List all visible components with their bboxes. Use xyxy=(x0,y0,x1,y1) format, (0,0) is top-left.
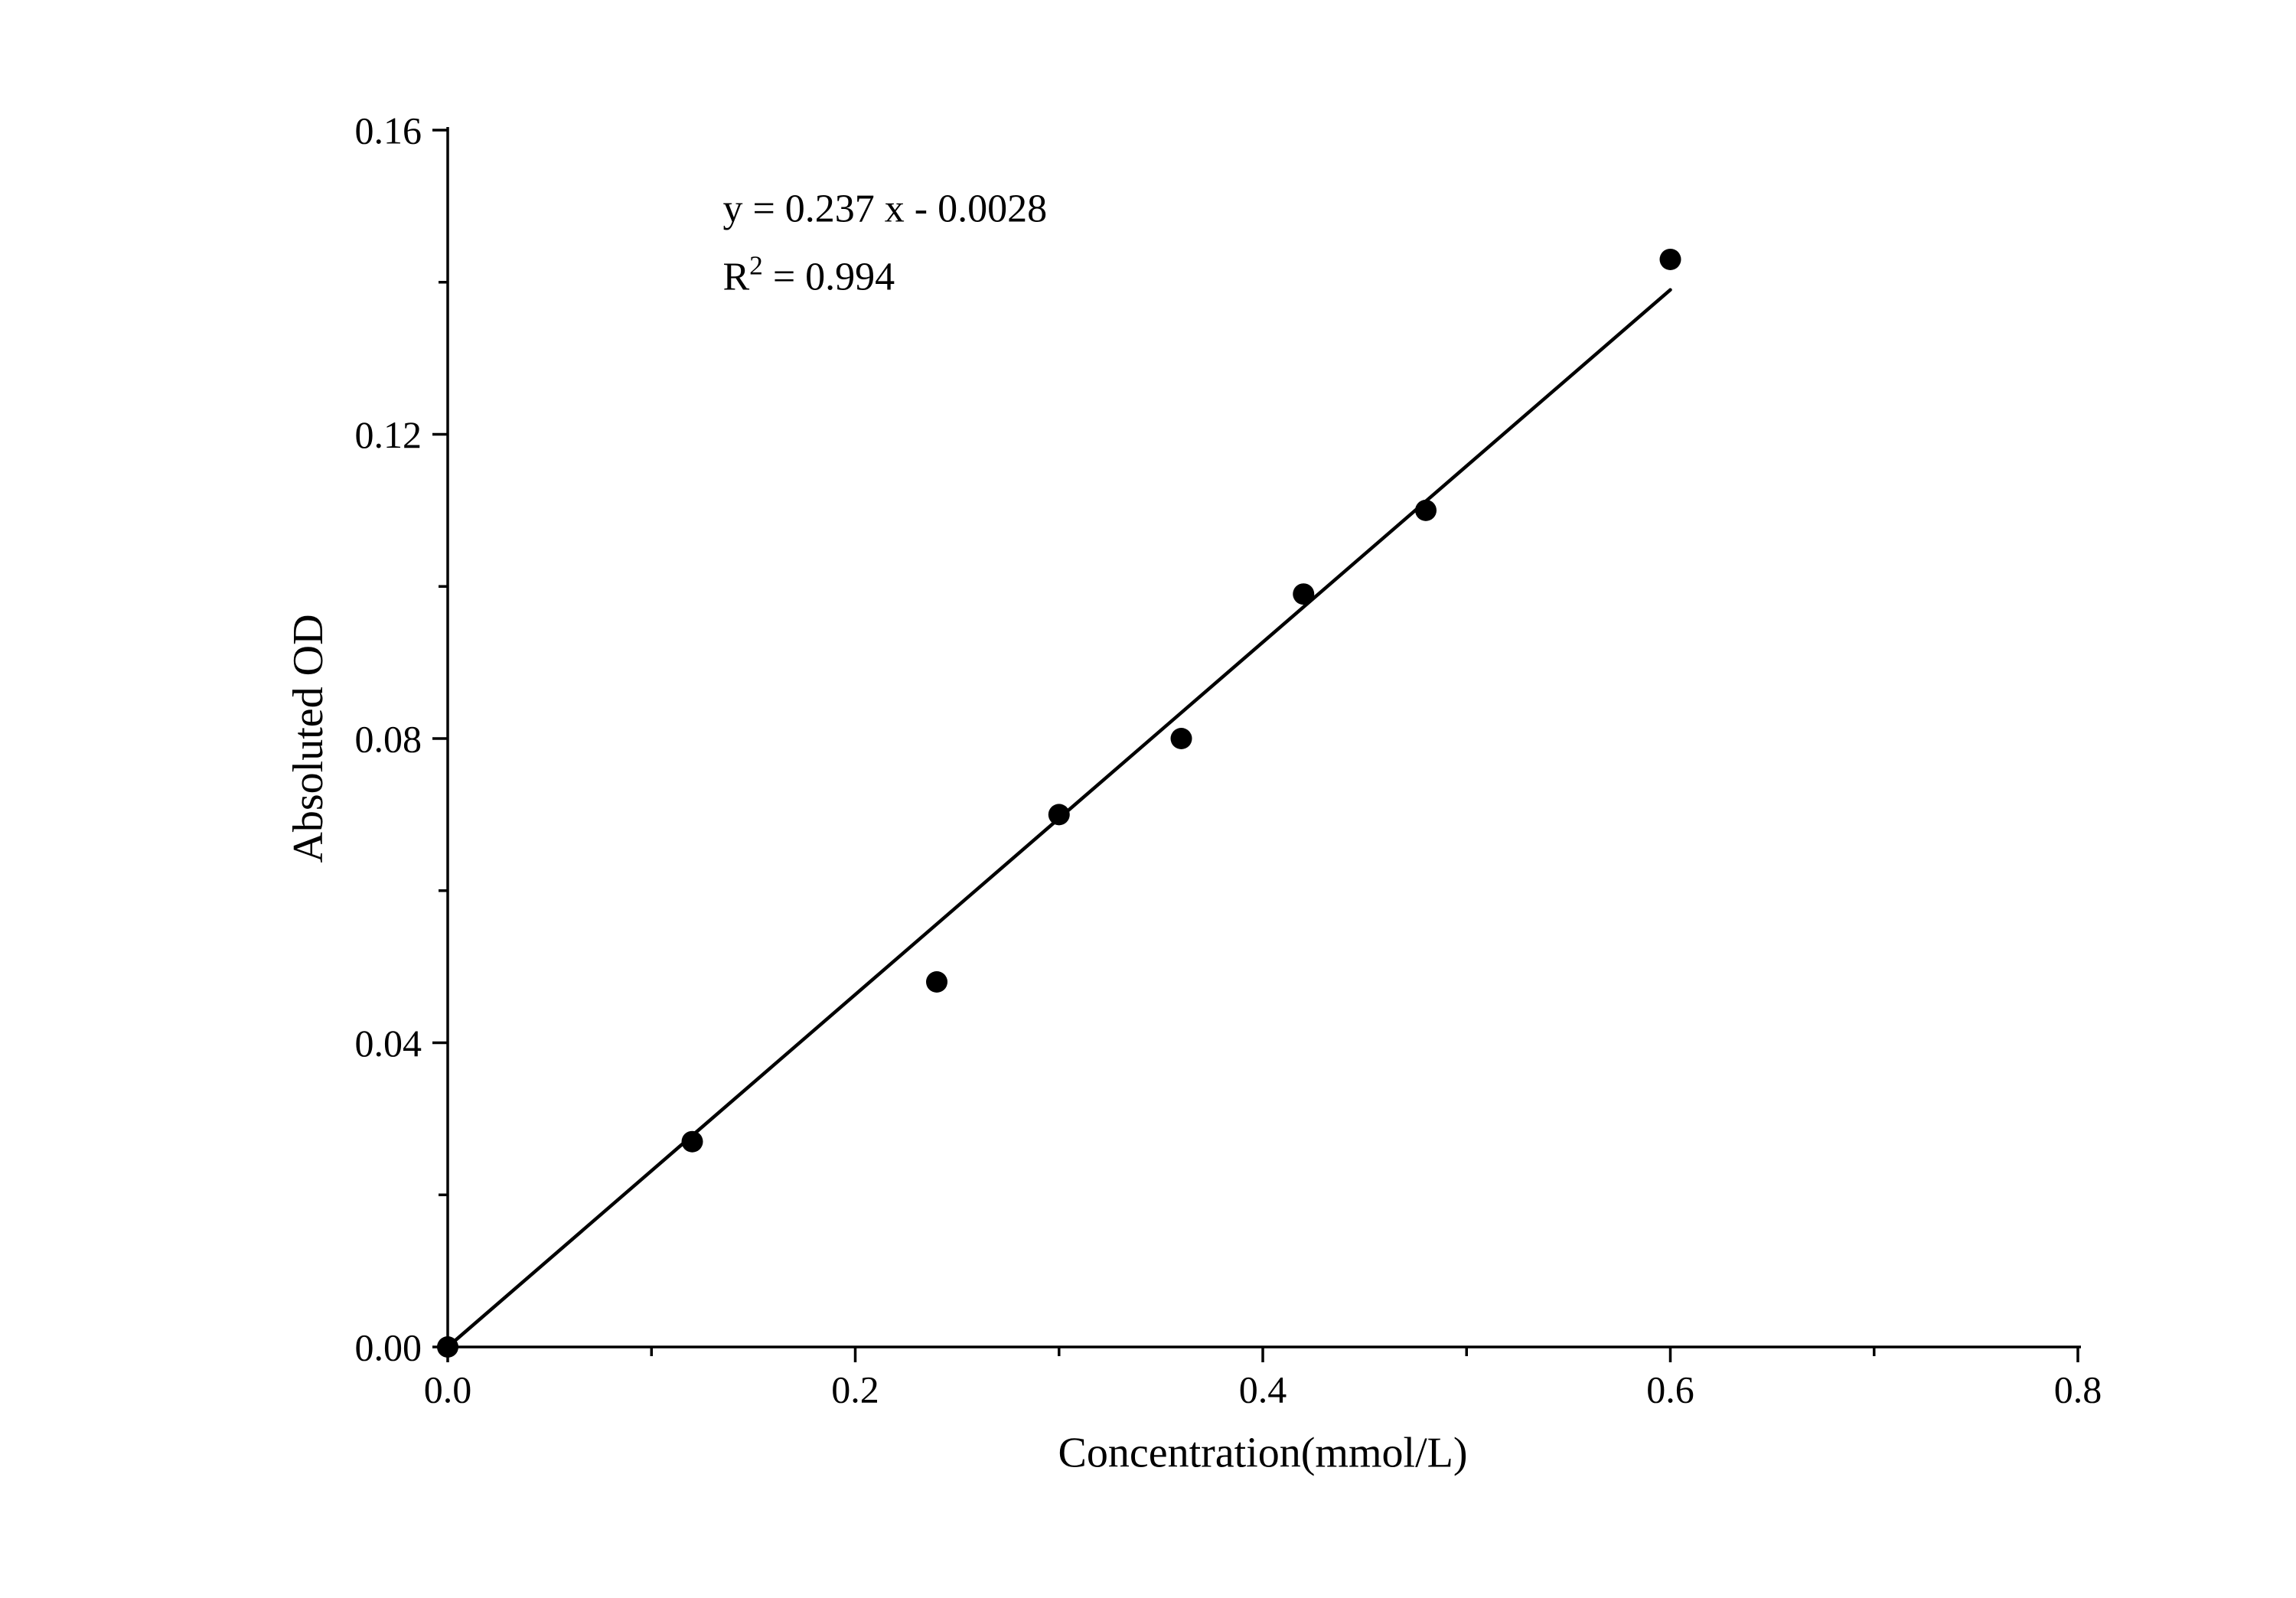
r-squared-annotation: R2 = 0.994 xyxy=(722,250,895,299)
chart-container: 0.0 0.2 0.4 0.6 0.8 0.00 0.04 0.08 0.12 0.16 Conce… xyxy=(0,0,2296,1598)
data-point xyxy=(1049,804,1070,825)
x-axis-label: Concentration(mmol/L) xyxy=(1058,1430,1468,1477)
data-point xyxy=(682,1131,703,1153)
x-tick-label: 0.8 xyxy=(2054,1368,2102,1411)
data-point xyxy=(437,1336,458,1358)
equation-annotation: y = 0.237 x - 0.0028 xyxy=(722,187,1047,230)
y-axis-label: Absoluted OD xyxy=(285,614,332,863)
y-tick-label: 0.00 xyxy=(355,1326,422,1369)
plot-background xyxy=(0,0,2296,1598)
data-point xyxy=(926,971,947,993)
x-tick-label: 0.4 xyxy=(1239,1368,1287,1411)
data-point xyxy=(1293,583,1314,605)
y-tick-label: 0.08 xyxy=(355,718,422,761)
data-point xyxy=(1660,249,1681,270)
x-tick-label: 0.0 xyxy=(424,1368,472,1411)
data-point xyxy=(1415,500,1437,521)
x-tick-label: 0.6 xyxy=(1646,1368,1694,1411)
y-tick-label: 0.04 xyxy=(355,1022,422,1065)
y-tick-label: 0.16 xyxy=(355,109,422,152)
data-point xyxy=(1171,728,1192,749)
y-tick-label: 0.12 xyxy=(355,413,422,456)
x-tick-label: 0.2 xyxy=(831,1368,879,1411)
calibration-scatter-chart: 0.0 0.2 0.4 0.6 0.8 0.00 0.04 0.08 0.12 0.16 Conce… xyxy=(0,0,2296,1598)
